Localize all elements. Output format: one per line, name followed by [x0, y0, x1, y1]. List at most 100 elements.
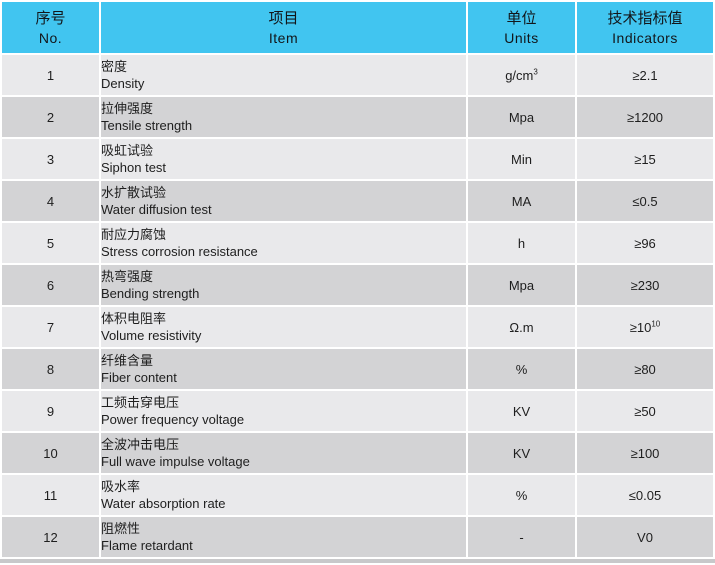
- row-item-zh: 纤维含量: [101, 353, 154, 368]
- row-number: 8: [2, 349, 99, 389]
- row-unit-text: KV: [512, 403, 531, 419]
- row-indicator-text: ≤0.5: [632, 193, 658, 209]
- row-item: 拉伸强度 Tensile strength: [101, 97, 466, 137]
- header-units: 单位 Units: [468, 2, 575, 53]
- row-unit-text: MA: [511, 193, 532, 209]
- row-indicator-text: ≥80: [634, 361, 656, 377]
- row-indicator-text: ≤0.05: [628, 487, 662, 503]
- row-unit-text: Mpa: [508, 277, 535, 293]
- row-item-zh: 吸虹试验: [101, 143, 154, 158]
- row-unit-text: -: [519, 529, 524, 545]
- row-item-en: Density: [101, 76, 145, 91]
- row-unit: Ω.m: [468, 307, 575, 347]
- row-indicator-text: ≥1200: [626, 109, 664, 125]
- table-row: 4 水扩散试验 Water diffusion test MA ≤0.5: [2, 181, 713, 221]
- row-item-en: Tensile strength: [101, 118, 193, 133]
- row-number: 5: [2, 223, 99, 263]
- row-indicator-text: ≥100: [630, 445, 660, 461]
- row-indicator: ≥2.1: [577, 55, 713, 95]
- header-item: 项目 Item: [101, 2, 466, 53]
- row-item-en: Flame retardant: [101, 538, 193, 553]
- row-item: 阻燃性 Flame retardant: [101, 517, 466, 557]
- row-unit-text: %: [515, 487, 528, 503]
- row-item: 密度 Density: [101, 55, 466, 95]
- row-item-en: Full wave impulse voltage: [101, 454, 250, 469]
- row-indicator-text: ≥10: [629, 319, 652, 335]
- row-indicator: ≥1200: [577, 97, 713, 137]
- row-indicator: V0: [577, 517, 713, 557]
- row-item: 全波冲击电压 Full wave impulse voltage: [101, 433, 466, 473]
- row-number: 1: [2, 55, 99, 95]
- row-item: 热弯强度 Bending strength: [101, 265, 466, 305]
- row-unit: MA: [468, 181, 575, 221]
- table-row: 1 密度 Density g/cm3 ≥2.1: [2, 55, 713, 95]
- row-number: 6: [2, 265, 99, 305]
- row-number: 12: [2, 517, 99, 557]
- row-item-zh: 阻燃性: [101, 521, 141, 536]
- row-unit: KV: [468, 433, 575, 473]
- row-item: 吸虹试验 Siphon test: [101, 139, 466, 179]
- row-item-zh: 水扩散试验: [101, 185, 167, 200]
- table-row: 5 耐应力腐蚀 Stress corrosion resistance h ≥9…: [2, 223, 713, 263]
- row-item-zh: 耐应力腐蚀: [101, 227, 167, 242]
- row-indicator-text: ≥50: [634, 403, 656, 419]
- row-unit: KV: [468, 391, 575, 431]
- row-item-zh: 热弯强度: [101, 269, 154, 284]
- row-unit: %: [468, 349, 575, 389]
- header-indicators: 技术指标值 Indicators: [577, 2, 713, 53]
- row-indicator: ≤0.5: [577, 181, 713, 221]
- table-row: 9 工频击穿电压 Power frequency voltage KV ≥50: [2, 391, 713, 431]
- row-item-en: Water diffusion test: [101, 202, 212, 217]
- row-number: 11: [2, 475, 99, 515]
- row-number: 4: [2, 181, 99, 221]
- row-indicator-text: V0: [637, 529, 653, 545]
- row-unit-text: Ω.m: [509, 319, 534, 335]
- header-item-zh: 项目: [268, 9, 299, 27]
- row-item-en: Fiber content: [101, 370, 177, 385]
- row-indicator-superscript: 10: [651, 319, 661, 329]
- header-units-zh: 单位: [506, 9, 537, 27]
- row-item-zh: 拉伸强度: [101, 101, 154, 116]
- row-indicator: ≤0.05: [577, 475, 713, 515]
- row-indicator: ≥80: [577, 349, 713, 389]
- row-unit: Mpa: [468, 97, 575, 137]
- row-indicator: ≥100: [577, 433, 713, 473]
- header-no-en: No.: [38, 29, 63, 46]
- row-unit-superscript: 3: [533, 67, 538, 77]
- header-indicators-zh: 技术指标值: [607, 9, 683, 27]
- row-unit-text: %: [515, 361, 528, 377]
- header-indicators-en: Indicators: [612, 29, 678, 46]
- row-unit-text: g/cm: [505, 67, 534, 83]
- row-item: 纤维含量 Fiber content: [101, 349, 466, 389]
- row-item-zh: 密度: [101, 59, 128, 74]
- row-item-en: Bending strength: [101, 286, 200, 301]
- row-indicator-text: ≥15: [634, 151, 656, 167]
- row-item-en: Power frequency voltage: [101, 412, 245, 427]
- row-item-en: Stress corrosion resistance: [101, 244, 258, 259]
- table-row: 11 吸水率 Water absorption rate % ≤0.05: [2, 475, 713, 515]
- row-indicator: ≥230: [577, 265, 713, 305]
- header-item-en: Item: [268, 29, 299, 46]
- row-number: 7: [2, 307, 99, 347]
- row-item-en: Siphon test: [101, 160, 167, 175]
- row-indicator-text: ≥96: [634, 235, 656, 251]
- row-indicator: ≥96: [577, 223, 713, 263]
- row-number: 10: [2, 433, 99, 473]
- row-unit: %: [468, 475, 575, 515]
- row-item: 工频击穿电压 Power frequency voltage: [101, 391, 466, 431]
- header-no: 序号 No.: [2, 2, 99, 53]
- table-row: 7 体积电阻率 Volume resistivity Ω.m ≥1010: [2, 307, 713, 347]
- row-unit: g/cm3: [468, 55, 575, 95]
- row-item-zh: 全波冲击电压: [101, 437, 180, 452]
- table-row: 10 全波冲击电压 Full wave impulse voltage KV ≥…: [2, 433, 713, 473]
- row-number: 9: [2, 391, 99, 431]
- table-row: 2 拉伸强度 Tensile strength Mpa ≥1200: [2, 97, 713, 137]
- row-unit-text: h: [517, 235, 526, 251]
- row-item-zh: 吸水率: [101, 479, 141, 494]
- row-unit-text: Mpa: [508, 109, 535, 125]
- row-item: 吸水率 Water absorption rate: [101, 475, 466, 515]
- row-number: 2: [2, 97, 99, 137]
- row-item: 体积电阻率 Volume resistivity: [101, 307, 466, 347]
- header-no-zh: 序号: [35, 9, 66, 27]
